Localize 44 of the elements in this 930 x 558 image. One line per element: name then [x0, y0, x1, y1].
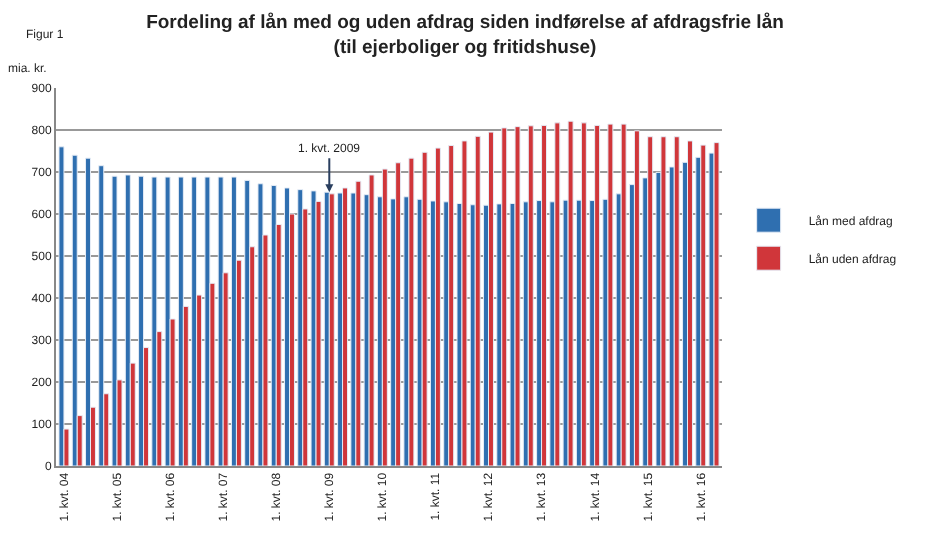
- bar: [607, 123, 614, 466]
- bar: [620, 123, 627, 466]
- bar: [111, 175, 118, 466]
- bar: [554, 122, 561, 466]
- bar: [434, 147, 441, 466]
- bar: [177, 176, 184, 466]
- chart-title: Fordeling af lån med og uden afdrag siden indførelse af afdragsfrie lån: [146, 11, 785, 34]
- bar: [501, 127, 508, 466]
- bar: [700, 144, 707, 466]
- bar: [98, 165, 105, 466]
- bar: [58, 146, 65, 466]
- bar: [395, 162, 402, 466]
- bar: [673, 136, 680, 466]
- bar: [124, 174, 131, 466]
- bar: [713, 142, 720, 466]
- bar: [488, 131, 494, 466]
- bar: [381, 168, 388, 466]
- bar: [527, 125, 534, 466]
- bar: [660, 136, 667, 466]
- bar: [71, 154, 78, 466]
- bar: [647, 136, 654, 466]
- bar: [474, 135, 481, 466]
- bar: [461, 140, 468, 466]
- bar: [368, 174, 375, 466]
- bar: [408, 157, 415, 466]
- bar: [541, 124, 548, 466]
- bar: [191, 176, 198, 466]
- bar: [151, 176, 158, 466]
- bar: [448, 145, 455, 466]
- bar: [633, 130, 640, 466]
- bar: [421, 151, 428, 466]
- bar: [164, 176, 171, 466]
- bar: [342, 187, 349, 466]
- bar: [138, 175, 145, 466]
- bar: [567, 120, 574, 466]
- bar: [514, 126, 521, 466]
- bar: [580, 122, 587, 466]
- bar: [204, 176, 211, 466]
- bar: [687, 140, 693, 466]
- bar: [594, 124, 601, 466]
- bar: [257, 183, 264, 466]
- bar: [85, 157, 91, 466]
- bar: [355, 180, 362, 466]
- chart-subtitle: (til ejerboliger og fritidshuse): [333, 36, 597, 59]
